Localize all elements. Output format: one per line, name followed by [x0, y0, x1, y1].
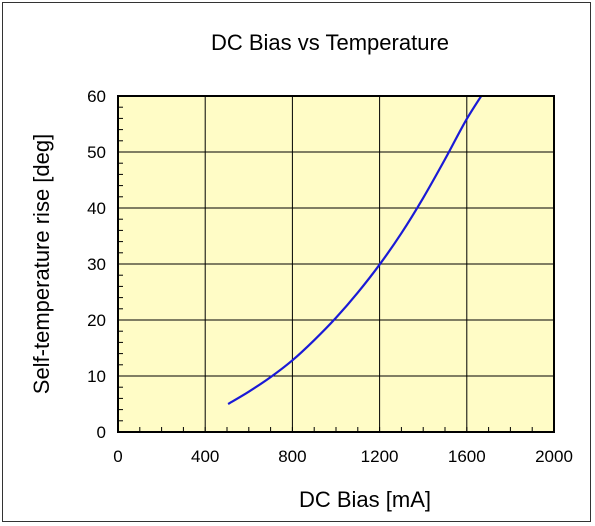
x-tick-label: 400 — [191, 447, 219, 466]
x-tick-label: 0 — [113, 447, 122, 466]
y-tick-label: 30 — [87, 255, 106, 274]
y-tick-label: 40 — [87, 199, 106, 218]
y-tick-label: 50 — [87, 143, 106, 162]
chart-title: DC Bias vs Temperature — [211, 30, 449, 55]
y-tick-labels: 0 10 20 30 40 50 60 — [87, 87, 106, 442]
series-line — [227, 96, 483, 405]
figure-border — [2, 2, 591, 522]
y-tick-label: 0 — [97, 423, 106, 442]
y-axis-label: Self-temperature rise [deg] — [29, 134, 54, 394]
x-tick-label: 1200 — [361, 447, 399, 466]
y-tick-label: 10 — [87, 367, 106, 386]
y-tick-label: 20 — [87, 311, 106, 330]
series-layer — [227, 96, 483, 405]
x-tick-label: 2000 — [535, 447, 573, 466]
plot-frame — [117, 95, 555, 433]
x-tick-label: 1600 — [448, 447, 486, 466]
x-tick-labels: 0 400 800 1200 1600 2000 — [113, 447, 573, 466]
y-tick-label: 60 — [87, 87, 106, 106]
x-axis-label: DC Bias [mA] — [299, 487, 431, 512]
x-tick-label: 800 — [278, 447, 306, 466]
